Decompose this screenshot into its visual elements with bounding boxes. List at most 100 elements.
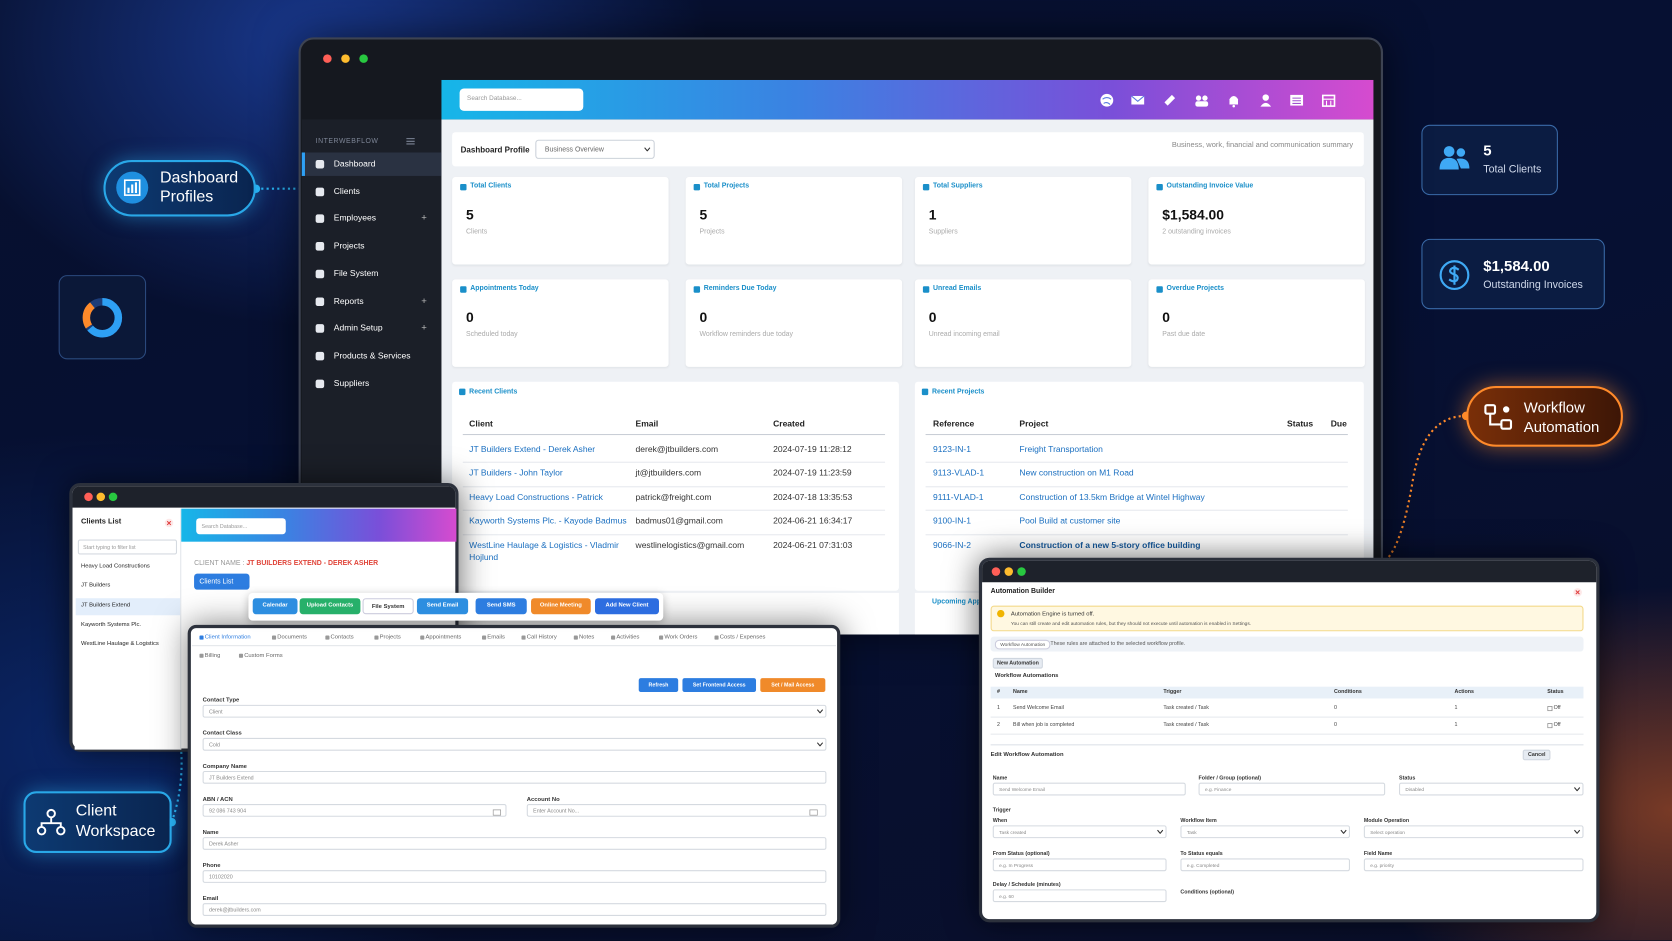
action-button[interactable]: Add New Client — [595, 598, 659, 615]
table-cell: 1 — [1454, 721, 1458, 729]
table-cell[interactable]: Freight Transportation — [1019, 444, 1103, 455]
field-label: Contact Type — [202, 697, 240, 704]
tab[interactable]: Emails — [487, 634, 505, 641]
action-button[interactable]: Send SMS — [475, 598, 527, 615]
field-input[interactable]: Task created — [992, 825, 1167, 839]
button[interactable]: Refresh — [638, 678, 679, 693]
field-input[interactable]: Derek Asher — [202, 837, 827, 850]
tab[interactable]: Notes — [579, 634, 595, 641]
donut-icon — [82, 298, 123, 338]
tab-rule — [191, 645, 837, 647]
tab[interactable]: Contacts — [330, 634, 354, 641]
tab[interactable]: Appointments — [425, 634, 462, 641]
tab[interactable]: Client Information — [204, 634, 251, 641]
menu-item[interactable]: Projects — [333, 241, 365, 251]
client-item[interactable]: WestLine Haulage & Logistics — [81, 641, 159, 648]
tab[interactable]: Documents — [277, 634, 307, 641]
tab[interactable]: Work Orders — [664, 634, 698, 641]
button[interactable]: Cancel — [1522, 749, 1551, 761]
card-icon — [1156, 183, 1163, 191]
table-cell[interactable]: 9111-VLAD-1 — [933, 492, 984, 503]
profile-select[interactable]: Business Overview — [535, 139, 655, 159]
action-button[interactable]: Calendar — [252, 598, 298, 615]
table-cell[interactable]: Construction of 13.5km Bridge at Wintel … — [1019, 492, 1205, 503]
field-input[interactable]: Cold — [202, 737, 827, 751]
tab-icon — [521, 635, 526, 640]
menu-item[interactable]: Employees — [333, 213, 376, 224]
filter-input[interactable]: Start typing to filter list — [77, 539, 178, 555]
table-cell[interactable]: 9066-IN-2 — [933, 540, 971, 550]
field-input[interactable]: Task — [1180, 825, 1350, 839]
menu-item[interactable]: Suppliers — [333, 378, 370, 388]
field-input[interactable]: e.g. priority — [1363, 858, 1584, 872]
table-cell[interactable]: Construction of a new 5-story office bui… — [1019, 540, 1201, 550]
action-button[interactable]: Send Email — [416, 598, 469, 615]
client-item[interactable]: Heavy Load Constructions — [81, 563, 150, 570]
search-input[interactable]: Search Database... — [459, 88, 584, 111]
field-input[interactable]: Send Welcome Email — [992, 782, 1186, 796]
action-button[interactable]: Online Meeting — [531, 598, 591, 615]
menu-item[interactable]: Reports — [333, 295, 364, 306]
table-cell[interactable]: Kayworth Systems Plc. - Kayode Badmus — [469, 516, 627, 526]
client-item[interactable]: JT Builders — [81, 582, 111, 589]
badge — [103, 159, 256, 217]
menu-item[interactable]: Products & Services — [333, 350, 411, 361]
table-cell[interactable]: WestLine Haulage & Logistics - Vladmir H… — [469, 540, 619, 562]
table-cell[interactable]: Heavy Load Constructions - Patrick — [469, 492, 603, 503]
button[interactable]: Set / Mail Access — [760, 678, 826, 693]
button[interactable]: Set Frontend Access — [682, 678, 757, 693]
client-item[interactable]: JT Builders Extend — [81, 602, 131, 609]
field-input[interactable]: e.g. Finance — [1198, 782, 1386, 796]
search-input[interactable]: Search Database... — [196, 518, 286, 535]
table-cell[interactable]: JT Builders - John Taylor — [469, 468, 563, 479]
button[interactable]: Clients List — [194, 573, 250, 590]
toolbar-icon — [1100, 93, 1114, 107]
tab[interactable]: Billing — [204, 652, 221, 659]
table-cell[interactable]: Pool Build at customer site — [1019, 516, 1121, 526]
table-cell[interactable]: JT Builders Extend - Derek Asher — [469, 444, 596, 455]
menu-item[interactable]: File System — [333, 268, 379, 279]
field-input[interactable]: e.g. Completed — [1180, 858, 1350, 872]
field-input[interactable]: Client — [202, 704, 827, 718]
tab[interactable]: Projects — [379, 634, 401, 641]
menu-icon — [315, 379, 325, 388]
table-cell: 1 — [1454, 704, 1458, 712]
menu-icon — [315, 351, 325, 361]
tab[interactable]: Custom Forms — [244, 652, 283, 659]
client-name-label: CLIENT NAME : — [194, 559, 245, 568]
action-button[interactable]: File System — [362, 598, 414, 615]
action-button[interactable]: Upload Contacts — [299, 598, 361, 615]
card-value: 0 — [465, 309, 474, 326]
card-title: Total Projects — [703, 182, 750, 190]
table-cell[interactable]: New construction on M1 Road — [1019, 468, 1134, 479]
field-input[interactable]: Enter Account No... — [526, 804, 827, 817]
menu-item[interactable]: Admin Setup — [333, 323, 383, 333]
tab[interactable]: Activities — [616, 634, 640, 641]
column-header: Name — [1013, 688, 1028, 696]
field-label: Workflow Item — [1180, 817, 1217, 825]
menu-item[interactable]: Dashboard — [333, 158, 376, 169]
toolbar-icon — [1290, 94, 1304, 106]
menu-icon — [315, 159, 325, 169]
profile-label: Dashboard Profile — [460, 145, 530, 155]
table-cell[interactable]: 9100-IN-1 — [933, 516, 971, 526]
table-cell[interactable]: 9113-VLAD-1 — [933, 468, 985, 479]
field-input[interactable]: Disabled — [1399, 782, 1584, 796]
tab[interactable]: Call History — [526, 634, 557, 641]
button[interactable]: New Automation — [992, 657, 1044, 669]
table-cell: 1 — [997, 704, 1000, 712]
field-input[interactable]: derek@jtbuilders.com — [202, 903, 827, 916]
field-input[interactable]: 92 086 743 904 — [202, 804, 507, 817]
tab[interactable]: Costs / Expenses — [719, 634, 766, 641]
table-cell[interactable]: 9123-IN-1 — [933, 444, 971, 455]
field-input[interactable]: JT Builders Extend — [202, 770, 827, 784]
card-subtitle: Clients — [465, 228, 488, 236]
menu-item[interactable]: Clients — [333, 186, 360, 196]
badge-label: Client Workspace — [75, 801, 156, 841]
client-item[interactable]: Kayworth Systems Plc. — [81, 621, 142, 628]
field-input[interactable]: 10102020 — [202, 870, 827, 883]
field-input[interactable]: Select operation — [1363, 825, 1584, 839]
field-input[interactable]: e.g. In Progress — [992, 858, 1167, 872]
field-input[interactable]: e.g. 60 — [992, 889, 1167, 903]
toolbar-icon — [1131, 95, 1145, 105]
